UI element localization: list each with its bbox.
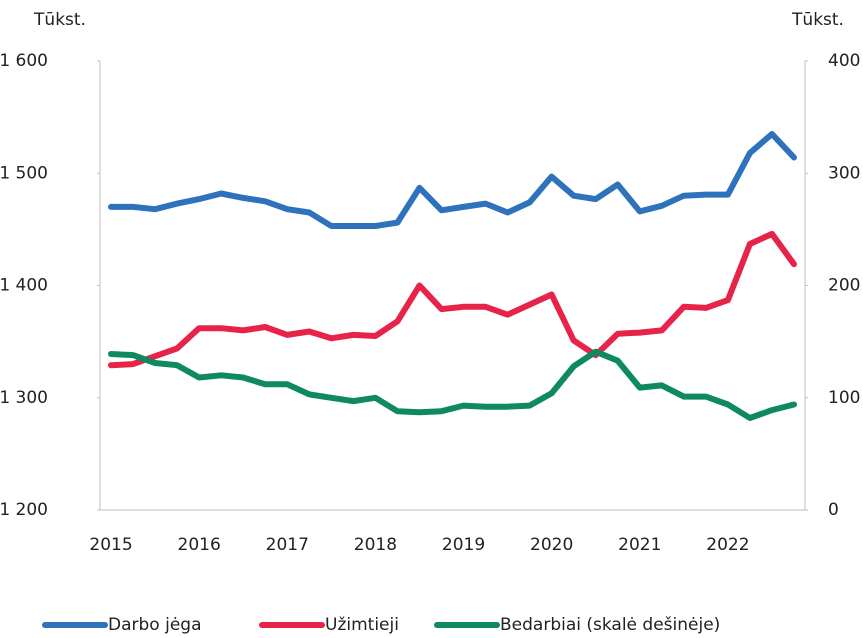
y-axis-label: Tūkst.	[33, 10, 86, 30]
x-tick-label: 2021	[618, 535, 661, 555]
x-tick-label: 2017	[266, 535, 309, 555]
y-tick-label: 1 200	[0, 500, 48, 520]
y2-tick-label: 200	[828, 276, 860, 296]
y2-tick-label: 400	[828, 51, 860, 71]
series-line	[108, 348, 797, 421]
y-tick-label: 1 300	[0, 388, 48, 408]
series-line	[108, 230, 797, 369]
x-tick-label: 2016	[178, 535, 221, 555]
y2-tick-label: 100	[828, 388, 860, 408]
x-tick-label: 2018	[354, 535, 397, 555]
y-tick-label: 1 600	[0, 51, 48, 71]
x-tick-label: 2022	[706, 535, 749, 555]
y-tick-label: 1 400	[0, 276, 48, 296]
legend-label: Bedarbiai (skalė dešinėje)	[500, 615, 720, 635]
x-tick-label: 2015	[89, 535, 132, 555]
y2-tick-label: 0	[828, 500, 839, 520]
y-tick-label: 1 500	[0, 163, 48, 183]
legend-label: Užimtieji	[325, 615, 399, 635]
legend-label: Darbo jėga	[108, 615, 201, 635]
series-line	[108, 131, 797, 229]
x-tick-label: 2019	[442, 535, 485, 555]
y2-tick-label: 300	[828, 163, 860, 183]
y2-axis-label: Tūkst.	[791, 10, 844, 30]
x-tick-label: 2020	[530, 535, 573, 555]
